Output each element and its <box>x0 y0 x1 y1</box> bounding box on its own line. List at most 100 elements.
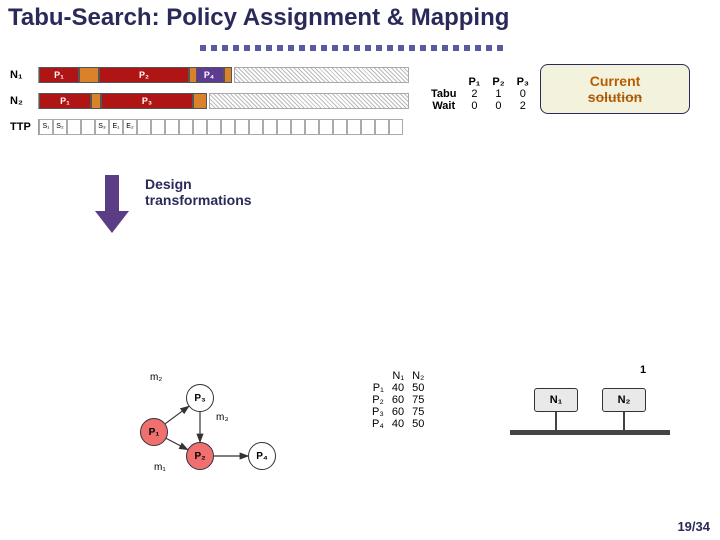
process-graph: m₂m₁m₃P₁P₃P₂P₄ <box>130 370 310 480</box>
comm-segment <box>193 93 207 109</box>
tabu-col-header: P₃ <box>511 76 535 88</box>
down-arrow <box>95 175 129 235</box>
slide-title: Tabu-Search: Policy Assignment & Mapping <box>8 4 712 32</box>
tabu-cell: 0 <box>462 100 486 112</box>
bus-label: 1 <box>640 364 646 376</box>
current-solution-box: Current solution <box>540 64 690 114</box>
ttp-slot <box>207 119 221 135</box>
ttp-slot <box>249 119 263 135</box>
row-track: S₁S₂ S₃E₁E₂ <box>38 119 420 135</box>
ttp-slot: S₃ <box>95 119 109 135</box>
tabu-cell: Tabu <box>425 88 462 100</box>
cost-cell: P₃ <box>368 406 388 418</box>
process-node: P₄ <box>248 442 276 470</box>
schedule-chart: N₁P₁ P₂ P₄ N₂P₁ P₃ TTPS₁S₂ S₃E₁E₂ <box>10 64 420 142</box>
ttp-slot <box>291 119 305 135</box>
arrow-label: Design transformations <box>145 176 252 208</box>
arrow-shaft <box>105 175 119 213</box>
tabu-cell: 0 <box>511 88 535 100</box>
task-segment: P₂ <box>99 67 189 83</box>
cost-cell: 60 <box>388 394 408 406</box>
arrow-head-icon <box>95 211 129 233</box>
row-label: TTP <box>10 121 38 133</box>
idle-segment <box>234 67 409 83</box>
tabu-cell: 1 <box>486 88 510 100</box>
comm-segment <box>79 67 99 83</box>
cost-cell: P₂ <box>368 394 388 406</box>
comm-segment <box>224 67 232 83</box>
ttp-slot <box>333 119 347 135</box>
ttp-slot <box>151 119 165 135</box>
cost-col-header: N₂ <box>408 370 428 382</box>
network-diagram: N₁N₂1 <box>510 372 670 462</box>
row-track: P₁ P₂ P₄ <box>38 67 420 83</box>
tabu-col-header: P₁ <box>462 76 486 88</box>
row-label: N₁ <box>10 69 38 81</box>
process-node: P₂ <box>186 442 214 470</box>
cost-cell: 40 <box>388 382 408 394</box>
tabu-col-header: P₂ <box>486 76 510 88</box>
network-link <box>623 412 625 430</box>
comm-segment <box>189 67 197 83</box>
title-dots <box>200 38 520 48</box>
ttp-slot: E₂ <box>123 119 137 135</box>
idle-segment <box>209 93 409 109</box>
bus-bar <box>510 430 670 435</box>
schedule-row: N₁P₁ P₂ P₄ <box>10 64 420 86</box>
page-number: 19/34 <box>677 519 710 534</box>
ttp-slot <box>319 119 333 135</box>
tabu-col-header <box>425 76 462 88</box>
task-segment: P₁ <box>39 67 79 83</box>
ttp-slot: E₁ <box>109 119 123 135</box>
ttp-slot <box>137 119 151 135</box>
task-segment: P₃ <box>101 93 193 109</box>
cost-cell: P₄ <box>368 418 388 430</box>
task-segment: P₁ <box>39 93 91 109</box>
ttp-slot: S₁ <box>39 119 53 135</box>
ttp-slot <box>263 119 277 135</box>
ttp-slot <box>179 119 193 135</box>
row-label: N₂ <box>10 95 38 107</box>
network-node: N₂ <box>602 388 646 412</box>
cost-cell: 40 <box>388 418 408 430</box>
tabu-cell: 2 <box>511 100 535 112</box>
ttp-slot <box>193 119 207 135</box>
cost-cell: 50 <box>408 418 428 430</box>
arrow-label-line2: transformations <box>145 192 252 208</box>
task-segment: P₄ <box>194 67 224 83</box>
process-node: P₁ <box>140 418 168 446</box>
cost-cell: 60 <box>388 406 408 418</box>
cost-col-header <box>368 370 388 382</box>
ttp-slot <box>361 119 375 135</box>
tabu-cell: Wait <box>425 100 462 112</box>
current-line1: Current <box>590 73 641 89</box>
schedule-row: N₂P₁ P₃ <box>10 90 420 112</box>
cost-cell: 50 <box>408 382 428 394</box>
cost-cell: 75 <box>408 394 428 406</box>
ttp-slot <box>165 119 179 135</box>
tabu-cell: 2 <box>462 88 486 100</box>
comm-segment <box>91 93 101 109</box>
ttp-slot <box>67 119 81 135</box>
tabu-cell: 0 <box>486 100 510 112</box>
ttp-slot <box>347 119 361 135</box>
network-link <box>555 412 557 430</box>
ttp-row: TTPS₁S₂ S₃E₁E₂ <box>10 116 420 138</box>
network-node: N₁ <box>534 388 578 412</box>
ttp-slot <box>81 119 95 135</box>
ttp-slot <box>235 119 249 135</box>
current-line2: solution <box>588 89 642 105</box>
cost-cell: P₁ <box>368 382 388 394</box>
process-node: P₃ <box>186 384 214 412</box>
ttp-slot: S₂ <box>53 119 67 135</box>
ttp-slot <box>277 119 291 135</box>
cost-table: N₁N₂P₁4050P₂6075P₃6075P₄4050 <box>368 370 428 430</box>
ttp-slot <box>221 119 235 135</box>
cost-cell: 75 <box>408 406 428 418</box>
ttp-slot <box>389 119 403 135</box>
arrow-label-line1: Design <box>145 176 252 192</box>
cost-col-header: N₁ <box>388 370 408 382</box>
ttp-slot <box>375 119 389 135</box>
ttp-slot <box>305 119 319 135</box>
row-track: P₁ P₃ <box>38 93 420 109</box>
